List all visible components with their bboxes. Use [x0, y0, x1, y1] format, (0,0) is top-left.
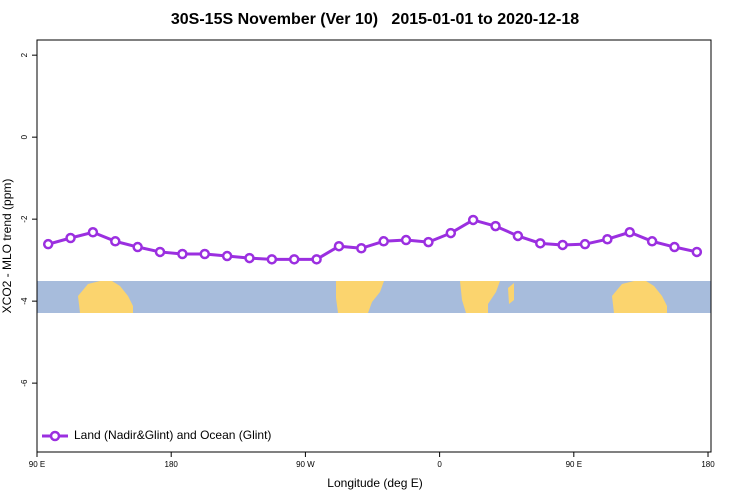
point — [221, 250, 233, 262]
point — [535, 238, 546, 249]
y-tick-label: -4 — [20, 297, 29, 305]
y-tick-label: 2 — [20, 52, 29, 57]
x-tick-label: 90 W — [296, 460, 315, 469]
x-axis-label: Longitude (deg E) — [327, 476, 422, 490]
point — [266, 254, 278, 265]
point — [557, 239, 568, 251]
x-tick-label: 90 E — [566, 460, 582, 469]
legend-label: Land (Nadir&Glint) and Ocean (Glint) — [74, 428, 271, 442]
point — [311, 254, 322, 265]
point — [132, 241, 143, 253]
point — [602, 233, 613, 245]
point — [288, 254, 300, 265]
point — [579, 238, 591, 250]
point — [244, 252, 255, 264]
point — [691, 246, 703, 258]
x-tick-label: 180 — [165, 460, 179, 469]
point — [154, 246, 166, 258]
point — [177, 248, 188, 260]
y-tick-label: -2 — [20, 215, 29, 223]
plot-frame — [36, 39, 712, 453]
point — [378, 236, 389, 247]
point — [512, 230, 524, 242]
x-tick-label: 0 — [437, 460, 442, 469]
series-line — [47, 218, 698, 261]
point — [490, 220, 501, 232]
point — [110, 236, 121, 247]
y-axis-label: XCO2 - MLO trend (ppm) — [0, 179, 14, 314]
map-strip — [37, 281, 711, 313]
chart-title: 30S-15S November (Ver 10) 2015-01-01 to … — [171, 11, 579, 28]
point — [65, 232, 76, 244]
point — [199, 248, 211, 260]
point — [646, 236, 658, 247]
y-tick-label: 0 — [20, 134, 29, 139]
point — [669, 241, 680, 253]
point — [356, 243, 367, 254]
point — [87, 227, 99, 238]
y-tick-label: -6 — [20, 379, 29, 387]
point — [624, 227, 635, 238]
point — [445, 227, 457, 239]
point — [333, 240, 345, 252]
point — [42, 238, 54, 250]
point — [400, 234, 412, 246]
legend-marker — [49, 430, 61, 442]
x-tick-label: 180 — [701, 460, 715, 469]
point — [467, 214, 479, 226]
point — [423, 236, 434, 248]
x-tick-label: 90 E — [29, 460, 45, 469]
